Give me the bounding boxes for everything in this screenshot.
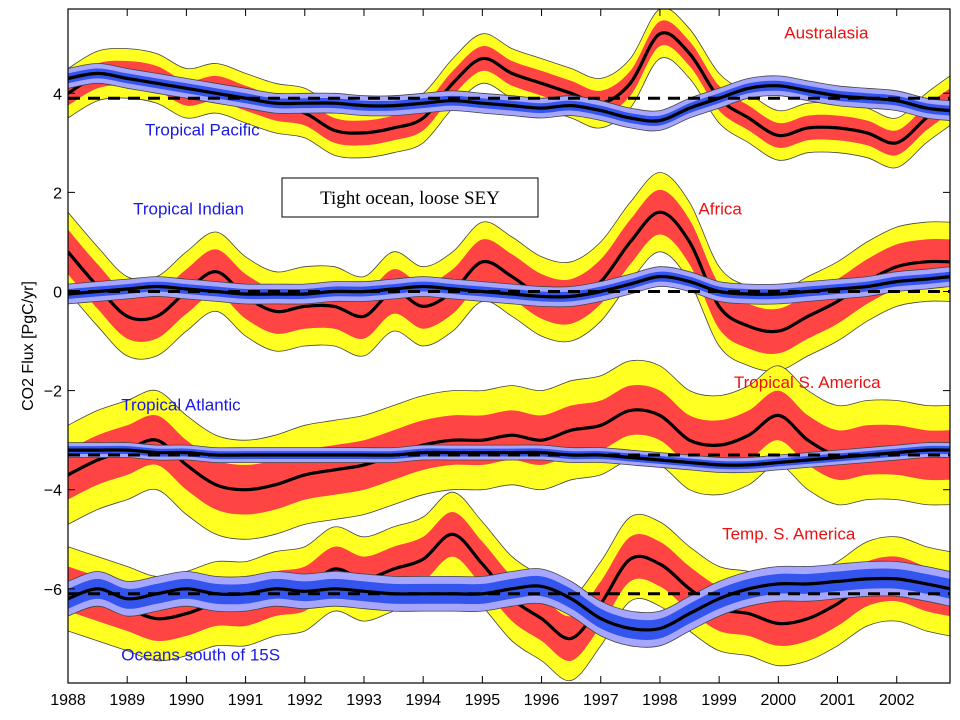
y-tick-label--6: −6 (44, 582, 62, 599)
plot-frame (67, 8, 951, 684)
y-tick-label-0: 0 (53, 285, 62, 302)
tropical-pacific-line (68, 71, 950, 123)
y-axis-label: CO2 Flux [PgC/yr] (20, 281, 37, 411)
oceans-south-of-15s-series (68, 560, 950, 648)
x-tick-label-1991: 1991 (228, 692, 264, 709)
y-tick-label--2: −2 (44, 384, 62, 401)
axes: 1988 1989 1990 1991 1992 1993 1994 1995 1996 1997… (44, 9, 950, 709)
tropical-pacific-label: Tropical Pacific (145, 120, 260, 139)
y-tick-label-4: 4 (53, 86, 62, 103)
tropical-indian-series (68, 266, 950, 308)
x-tick-label-1997: 1997 (583, 692, 619, 709)
annotation-text: Tight ocean, loose SEY (320, 188, 500, 209)
africa-series (68, 172, 950, 372)
series-labels: Australasia Tropical Pacific Africa Tropica… (121, 24, 881, 665)
x-tick-label-1999: 1999 (701, 692, 737, 709)
x-tick-label-1989: 1989 (109, 692, 145, 709)
x-tick-label-2002: 2002 (879, 692, 915, 709)
tropical-atlantic-inner-band (68, 445, 950, 470)
x-tick-label-1988: 1988 (50, 692, 86, 709)
x-tick-label-1993: 1993 (346, 692, 382, 709)
tropical-s-america-line (68, 408, 950, 492)
x-tick-label-1990: 1990 (169, 692, 205, 709)
africa-inner-band (68, 189, 950, 354)
tropical-s-america-label: Tropical S. America (734, 373, 881, 392)
tropical-atlantic-label: Tropical Atlantic (121, 395, 241, 414)
x-tick-label-1996: 1996 (524, 692, 560, 709)
oceans-south-of-15s-line (68, 576, 950, 632)
plot-content (68, 9, 950, 682)
oceans-south-of-15s-inner-band (68, 568, 950, 640)
tropical-indian-line (68, 274, 950, 299)
x-tick-label-1998: 1998 (642, 692, 678, 709)
australasia-inner-band (68, 20, 950, 156)
africa-line (68, 210, 950, 334)
africa-label: Africa (698, 200, 742, 219)
x-tick-label-2001: 2001 (820, 692, 856, 709)
x-tick-label-1992: 1992 (287, 692, 323, 709)
temp-s-america-label: Temp. S. America (722, 524, 856, 543)
tropical-atlantic-series (68, 442, 950, 474)
annotation-box: Tight ocean, loose SEY (281, 177, 539, 218)
tropical-atlantic-line (68, 448, 950, 467)
australasia-label: Australasia (784, 24, 869, 43)
oceans-south-of-15s-label: Oceans south of 15S (121, 646, 280, 665)
x-tick-label-2000: 2000 (761, 692, 797, 709)
x-tick-label-1995: 1995 (465, 692, 501, 709)
tropical-pacific-series (68, 63, 950, 132)
x-tick-label-1994: 1994 (405, 692, 441, 709)
y-tick-label--4: −4 (44, 483, 62, 500)
tropical-indian-label: Tropical Indian (133, 200, 244, 219)
y-tick-label-2: 2 (53, 185, 62, 202)
